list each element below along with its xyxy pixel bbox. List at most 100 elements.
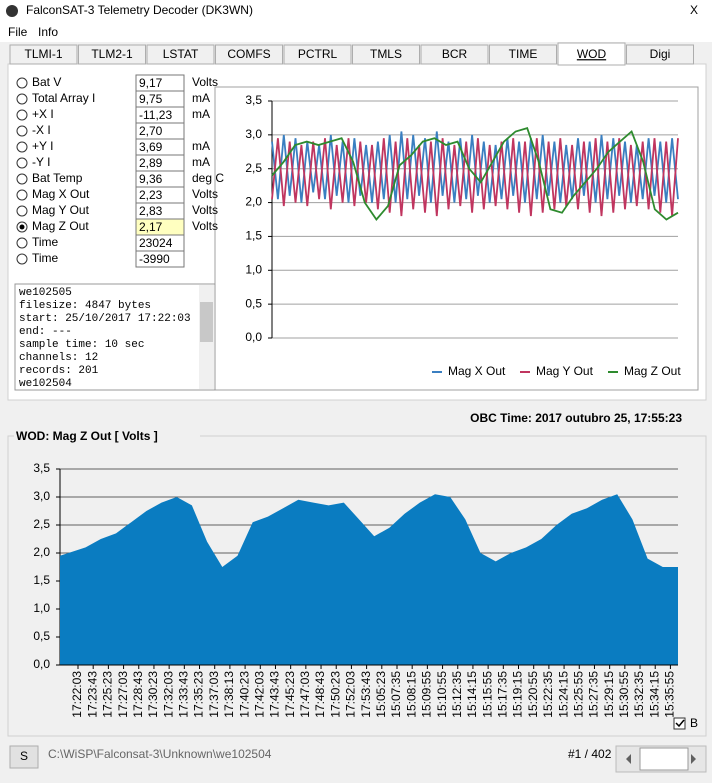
tab-label[interactable]: PCTRL [298,47,338,61]
x-tick-label: 17:40:23 [237,671,251,718]
channel-unit: mA [192,107,210,121]
radio[interactable] [16,77,28,89]
radio[interactable] [16,189,28,201]
s-button-label[interactable]: S [20,749,28,763]
tab[interactable] [283,44,352,65]
app-icon [6,5,18,17]
x-tick-label: 15:22:35 [541,671,555,718]
tab-label[interactable]: TMLS [370,47,402,61]
x-tick-label: 17:42:03 [252,671,266,718]
channel-name[interactable]: Total Array I [32,91,95,105]
x-tick-label: 15:14:15 [465,671,479,718]
radio[interactable] [16,109,28,121]
channel-value: -11,23 [139,108,172,122]
checkbox[interactable] [673,717,686,730]
tab[interactable] [9,44,78,65]
tab[interactable] [215,44,283,65]
y-tick-label: 2,5 [245,161,262,175]
channel-name[interactable]: Bat Temp [32,171,83,185]
close-button[interactable]: X [690,3,698,17]
record-scroll-thumb[interactable] [639,747,689,771]
menu-item[interactable]: Info [38,25,58,39]
y-tick-label: 2,0 [245,195,262,209]
channel-value: 9,75 [139,92,163,106]
window-title: FalconSAT-3 Telemetry Decoder (DK3WN) [26,3,253,17]
y-tick-label: 3,5 [245,93,262,107]
log-line: start: 25/10/2017 17:22:03 [19,313,191,325]
radio[interactable] [16,157,28,169]
tab-label[interactable]: TLM2-1 [91,47,133,61]
x-tick-label: 15:30:55 [617,671,631,718]
tab[interactable] [626,44,694,65]
tab[interactable] [557,42,626,66]
x-tick-label: 15:20:55 [526,671,540,718]
channel-name[interactable]: Time [32,251,59,265]
channel-name[interactable]: Mag Y Out [32,203,90,217]
channel-name[interactable]: Time [32,235,59,249]
tab-label[interactable]: BCR [442,47,468,61]
file-path: C:\WiSP\Falconsat-3\Unknown\we102504 [48,747,272,761]
tab[interactable] [78,44,146,65]
radio[interactable] [16,93,28,105]
x-tick-label: 15:09:55 [420,671,434,718]
y-tick-label: 1,5 [245,229,262,243]
x-tick-label: 15:08:15 [404,671,418,718]
channel-name[interactable]: +Y I [32,139,53,153]
tab-label[interactable]: Digi [650,47,671,61]
x-tick-label: 15:24:15 [556,671,570,718]
tab[interactable] [352,44,420,65]
x-tick-label: 17:25:23 [101,671,115,718]
log-line: end: --- [19,326,72,338]
tab[interactable] [420,44,489,65]
y-tick-label: 1,0 [245,262,262,276]
log-line: sample time: 10 sec [19,339,144,351]
channel-value: -3990 [139,252,170,266]
radio[interactable] [16,141,28,153]
tab[interactable] [146,44,215,65]
title-bar [0,0,712,22]
channel-unit: Volts [192,219,218,233]
x-tick-label: 17:47:03 [298,671,312,718]
tab-label[interactable]: TIME [509,47,538,61]
log-line: filesize: 4847 bytes [19,300,151,312]
record-counter: #1 / 402 [568,747,612,761]
tab-label[interactable]: COMFS [227,47,270,61]
x-tick-label: 15:34:15 [647,671,661,718]
radio[interactable] [16,253,28,265]
group-box [7,435,707,737]
log-scroll-thumb[interactable] [200,302,213,342]
y-tick-label: 1,0 [33,601,50,615]
log-box [14,283,216,391]
x-tick-label: 15:15:55 [480,671,494,718]
tab-label[interactable]: TLMI-1 [24,47,62,61]
x-tick-label: 15:27:35 [587,671,601,718]
radio[interactable] [16,205,28,217]
channel-unit: mA [192,91,210,105]
legend-label: Mag X Out [448,364,506,378]
top-chart-frame [214,86,699,391]
tab-label[interactable]: WOD [577,47,607,61]
radio[interactable] [16,237,28,249]
channel-value: 2,83 [139,204,163,218]
x-tick-label: 17:35:23 [192,671,206,718]
y-tick-label: 1,5 [33,573,50,587]
x-tick-label: 17:22:03 [70,671,84,718]
channel-name[interactable]: -Y I [32,155,50,169]
radio[interactable] [16,173,28,185]
channel-name[interactable]: -X I [32,123,51,137]
value-box [135,250,185,268]
channel-name[interactable]: Mag X Out [32,187,90,201]
channel-name[interactable]: Mag Z Out [32,219,89,233]
y-tick-label: 0,0 [33,657,50,671]
radio[interactable] [16,125,28,137]
s-button[interactable] [9,745,39,769]
menu-item[interactable]: File [8,25,28,39]
x-tick-label: 17:27:03 [116,671,130,718]
channel-name[interactable]: +X I [32,107,54,121]
tab-label[interactable]: LSTAT [163,47,199,61]
tab[interactable] [489,44,557,65]
x-tick-label: 15:19:15 [511,671,525,718]
channel-name[interactable]: Bat V [32,75,61,89]
y-tick-label: 0,5 [33,629,50,643]
x-tick-label: 15:35:55 [663,671,677,718]
